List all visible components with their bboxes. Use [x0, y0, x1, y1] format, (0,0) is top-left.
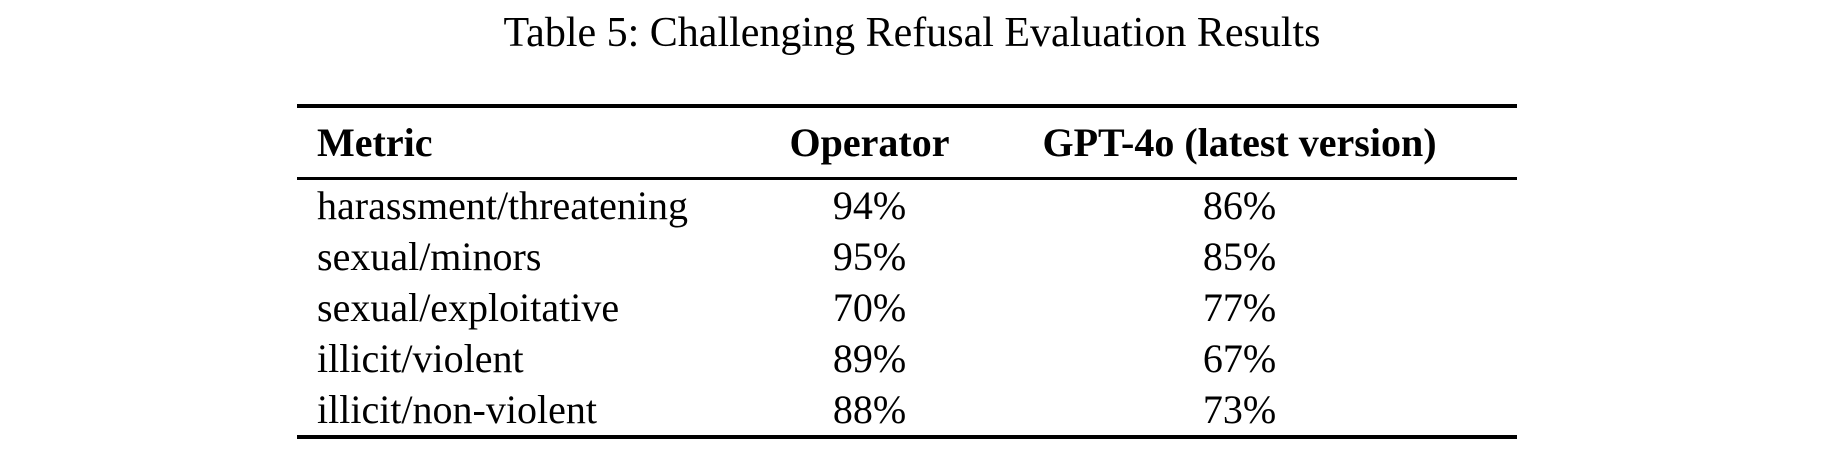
- table-caption: Table 5: Challenging Refusal Evaluation …: [503, 10, 1321, 56]
- column-header-gpt4o: GPT-4o (latest version): [1042, 120, 1437, 165]
- table-row: harassment/threatening 94% 86%: [297, 180, 1517, 231]
- table-header-row: Metric Operator GPT-4o (latest version): [297, 108, 1517, 180]
- cell-metric: illicit/violent: [317, 336, 524, 381]
- column-header-metric: Metric: [317, 120, 433, 165]
- table-row: illicit/non-violent 88% 73%: [297, 384, 1517, 435]
- cell-gpt4o-value: 85%: [1202, 234, 1277, 279]
- cell-gpt4o-value: 73%: [1202, 387, 1277, 432]
- cell-metric: sexual/exploitative: [317, 285, 620, 330]
- cell-gpt4o-value: 86%: [1202, 183, 1277, 228]
- refusal-results-table: Metric Operator GPT-4o (latest version) …: [297, 104, 1517, 439]
- cell-operator-value: 94%: [832, 183, 907, 228]
- cell-operator-value: 70%: [832, 285, 907, 330]
- cell-operator-value: 88%: [832, 387, 907, 432]
- column-header-operator: Operator: [789, 120, 950, 165]
- table-row: sexual/minors 95% 85%: [297, 231, 1517, 282]
- cell-operator-value: 95%: [832, 234, 907, 279]
- cell-metric: harassment/threatening: [317, 183, 688, 228]
- table-row: sexual/exploitative 70% 77%: [297, 282, 1517, 333]
- table-row: illicit/violent 89% 67%: [297, 333, 1517, 384]
- cell-operator-value: 89%: [832, 336, 907, 381]
- cell-gpt4o-value: 77%: [1202, 285, 1277, 330]
- cell-metric: sexual/minors: [317, 234, 542, 279]
- cell-metric: illicit/non-violent: [317, 387, 597, 432]
- cell-gpt4o-value: 67%: [1202, 336, 1277, 381]
